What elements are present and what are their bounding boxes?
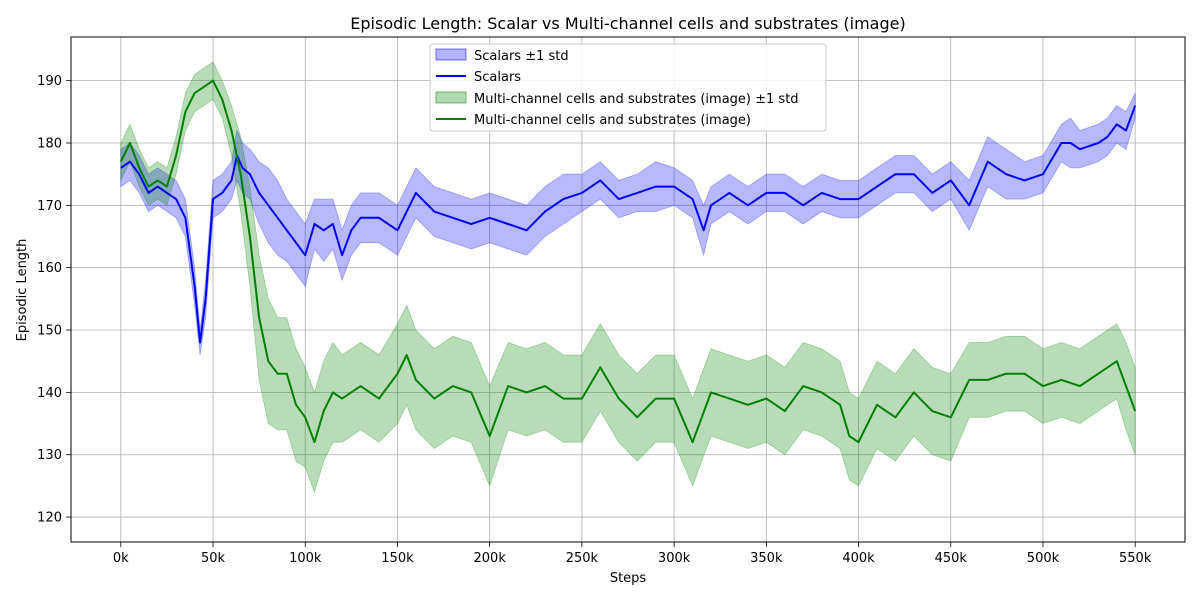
series-line-0	[120, 105, 1137, 344]
chart-title: Episodic Length: Scalar vs Multi-channel…	[350, 14, 905, 33]
x-tick-label: 350k	[750, 551, 783, 566]
legend: Scalars ±1 std Scalars Multi-channel cel…	[429, 43, 827, 132]
y-tick-label: 120	[37, 511, 62, 526]
x-tick-label: 50k	[201, 551, 226, 566]
x-tick-label: 550k	[1119, 551, 1152, 566]
y-axis-label: Episodic Length	[15, 239, 30, 342]
x-tick-label: 200k	[474, 551, 507, 566]
grid	[71, 37, 1185, 542]
std-band-series-1	[120, 61, 1136, 494]
x-tick-label: 450k	[935, 551, 968, 566]
y-tick-label: 170	[37, 199, 62, 214]
y-tick-label: 140	[37, 386, 62, 401]
y-tick-label: 160	[37, 261, 62, 276]
series-line-1	[119, 79, 1137, 444]
x-tick-label: 250k	[566, 551, 599, 566]
x-tick-label: 300k	[658, 551, 691, 566]
legend-label-scalars-std: Scalars ±1 std	[474, 49, 569, 64]
legend-swatch-scalars-std	[435, 48, 467, 61]
x-axis: 0k 50k 100k 150k 200k 250k 300k 350k 400k 450k 500…	[113, 542, 1152, 566]
x-tick-label: 500k	[1027, 551, 1060, 566]
y-tick-label: 150	[37, 324, 62, 339]
x-axis-label: Steps	[610, 571, 647, 586]
legend-label-scalars: Scalars	[474, 70, 521, 85]
legend-swatch-image-std	[435, 91, 467, 104]
y-axis: 120 130 140 150 160 170 180 190	[37, 74, 71, 526]
x-tick-label: 400k	[842, 551, 875, 566]
y-tick-label: 130	[37, 448, 62, 463]
plot-area	[119, 61, 1137, 494]
axes-frame	[70, 36, 1186, 543]
legend-box	[429, 43, 827, 132]
std-band-series-0	[120, 92, 1136, 356]
y-tick-label: 180	[37, 136, 62, 151]
x-tick-label: 0k	[113, 551, 129, 566]
x-tick-label: 100k	[289, 551, 322, 566]
y-tick-label: 190	[37, 74, 62, 89]
x-tick-label: 150k	[381, 551, 414, 566]
legend-label-image-std: Multi-channel cells and substrates (imag…	[474, 92, 799, 107]
legend-label-image: Multi-channel cells and substrates (imag…	[474, 113, 751, 128]
